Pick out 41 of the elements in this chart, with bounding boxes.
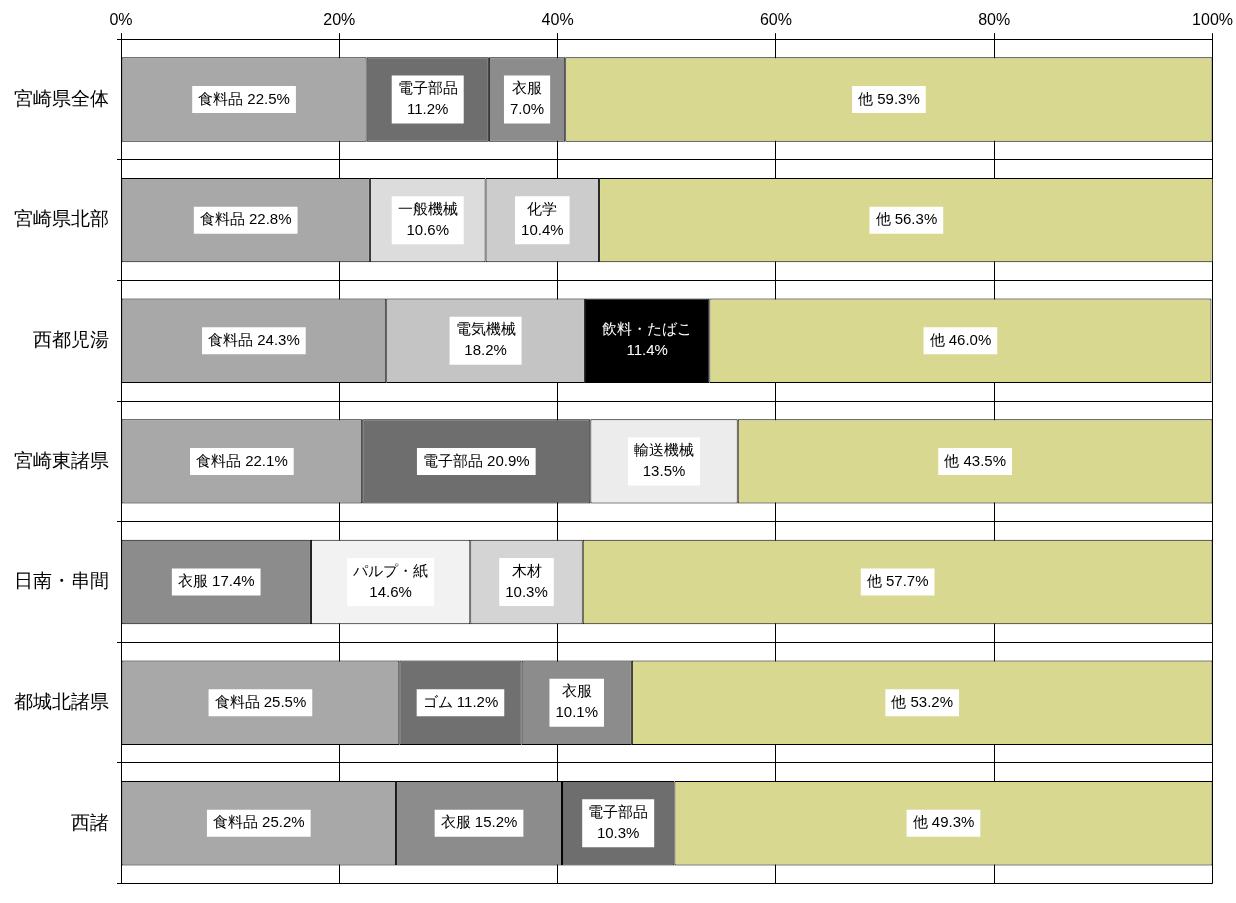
data-label: パルプ・紙 14.6% [352, 561, 429, 600]
data-label: 食料品 22.8% [199, 210, 292, 228]
data-label: 一般機械 10.6% [397, 199, 458, 238]
y-tick-label: 西都児湯 [33, 329, 109, 351]
data-label: 他 46.0% [929, 330, 992, 348]
data-label: 他 56.3% [875, 210, 938, 228]
data-label: 他 49.3% [912, 813, 975, 831]
data-label: 電子部品 10.3% [588, 802, 649, 841]
data-label: 他 57.7% [866, 572, 929, 590]
y-tick-label: 都城北諸県 [14, 690, 109, 712]
y-tick-label: 宮崎東諸県 [14, 449, 109, 471]
x-tick-label: 20% [323, 11, 356, 29]
data-label: 電子部品 11.2% [397, 79, 458, 118]
x-tick-label: 0% [109, 11, 133, 29]
data-label: 化学 10.4% [521, 199, 564, 238]
x-tick-label: 40% [541, 11, 574, 29]
data-label: 食料品 25.2% [212, 813, 305, 831]
x-tick-label: 100% [1192, 11, 1233, 29]
data-label: 木材 10.3% [505, 561, 548, 600]
data-label: 電子部品 20.9% [422, 451, 530, 469]
data-label: 食料品 25.5% [214, 692, 307, 710]
data-label: 電気機械 18.2% [455, 320, 516, 359]
y-tick-label: 宮崎県全体 [14, 87, 109, 109]
data-label: ゴム 11.2% [422, 692, 499, 710]
data-label: 食料品 22.5% [198, 89, 290, 107]
data-label: 飲料・たばこ 11.4% [602, 320, 693, 359]
data-label: 他 59.3% [858, 89, 920, 107]
x-tick-label: 60% [759, 11, 792, 29]
data-label: 衣服 10.1% [555, 682, 598, 721]
data-label: 食料品 22.1% [196, 451, 288, 469]
data-label: 衣服 17.4% [177, 572, 255, 590]
data-label: 輸送機械 13.5% [634, 441, 695, 480]
y-tick-label: 日南・串間 [14, 570, 109, 592]
y-tick-label: 西諸 [71, 811, 109, 833]
data-label: 他 53.2% [891, 692, 954, 710]
x-tick-label: 80% [978, 11, 1011, 29]
data-label: 衣服 15.2% [440, 813, 518, 831]
data-label: 衣服 7.0% [509, 79, 545, 118]
y-tick-label: 宮崎県北部 [14, 208, 109, 230]
data-label: 食料品 24.3% [208, 330, 300, 348]
data-label: 他 43.5% [944, 451, 1006, 469]
